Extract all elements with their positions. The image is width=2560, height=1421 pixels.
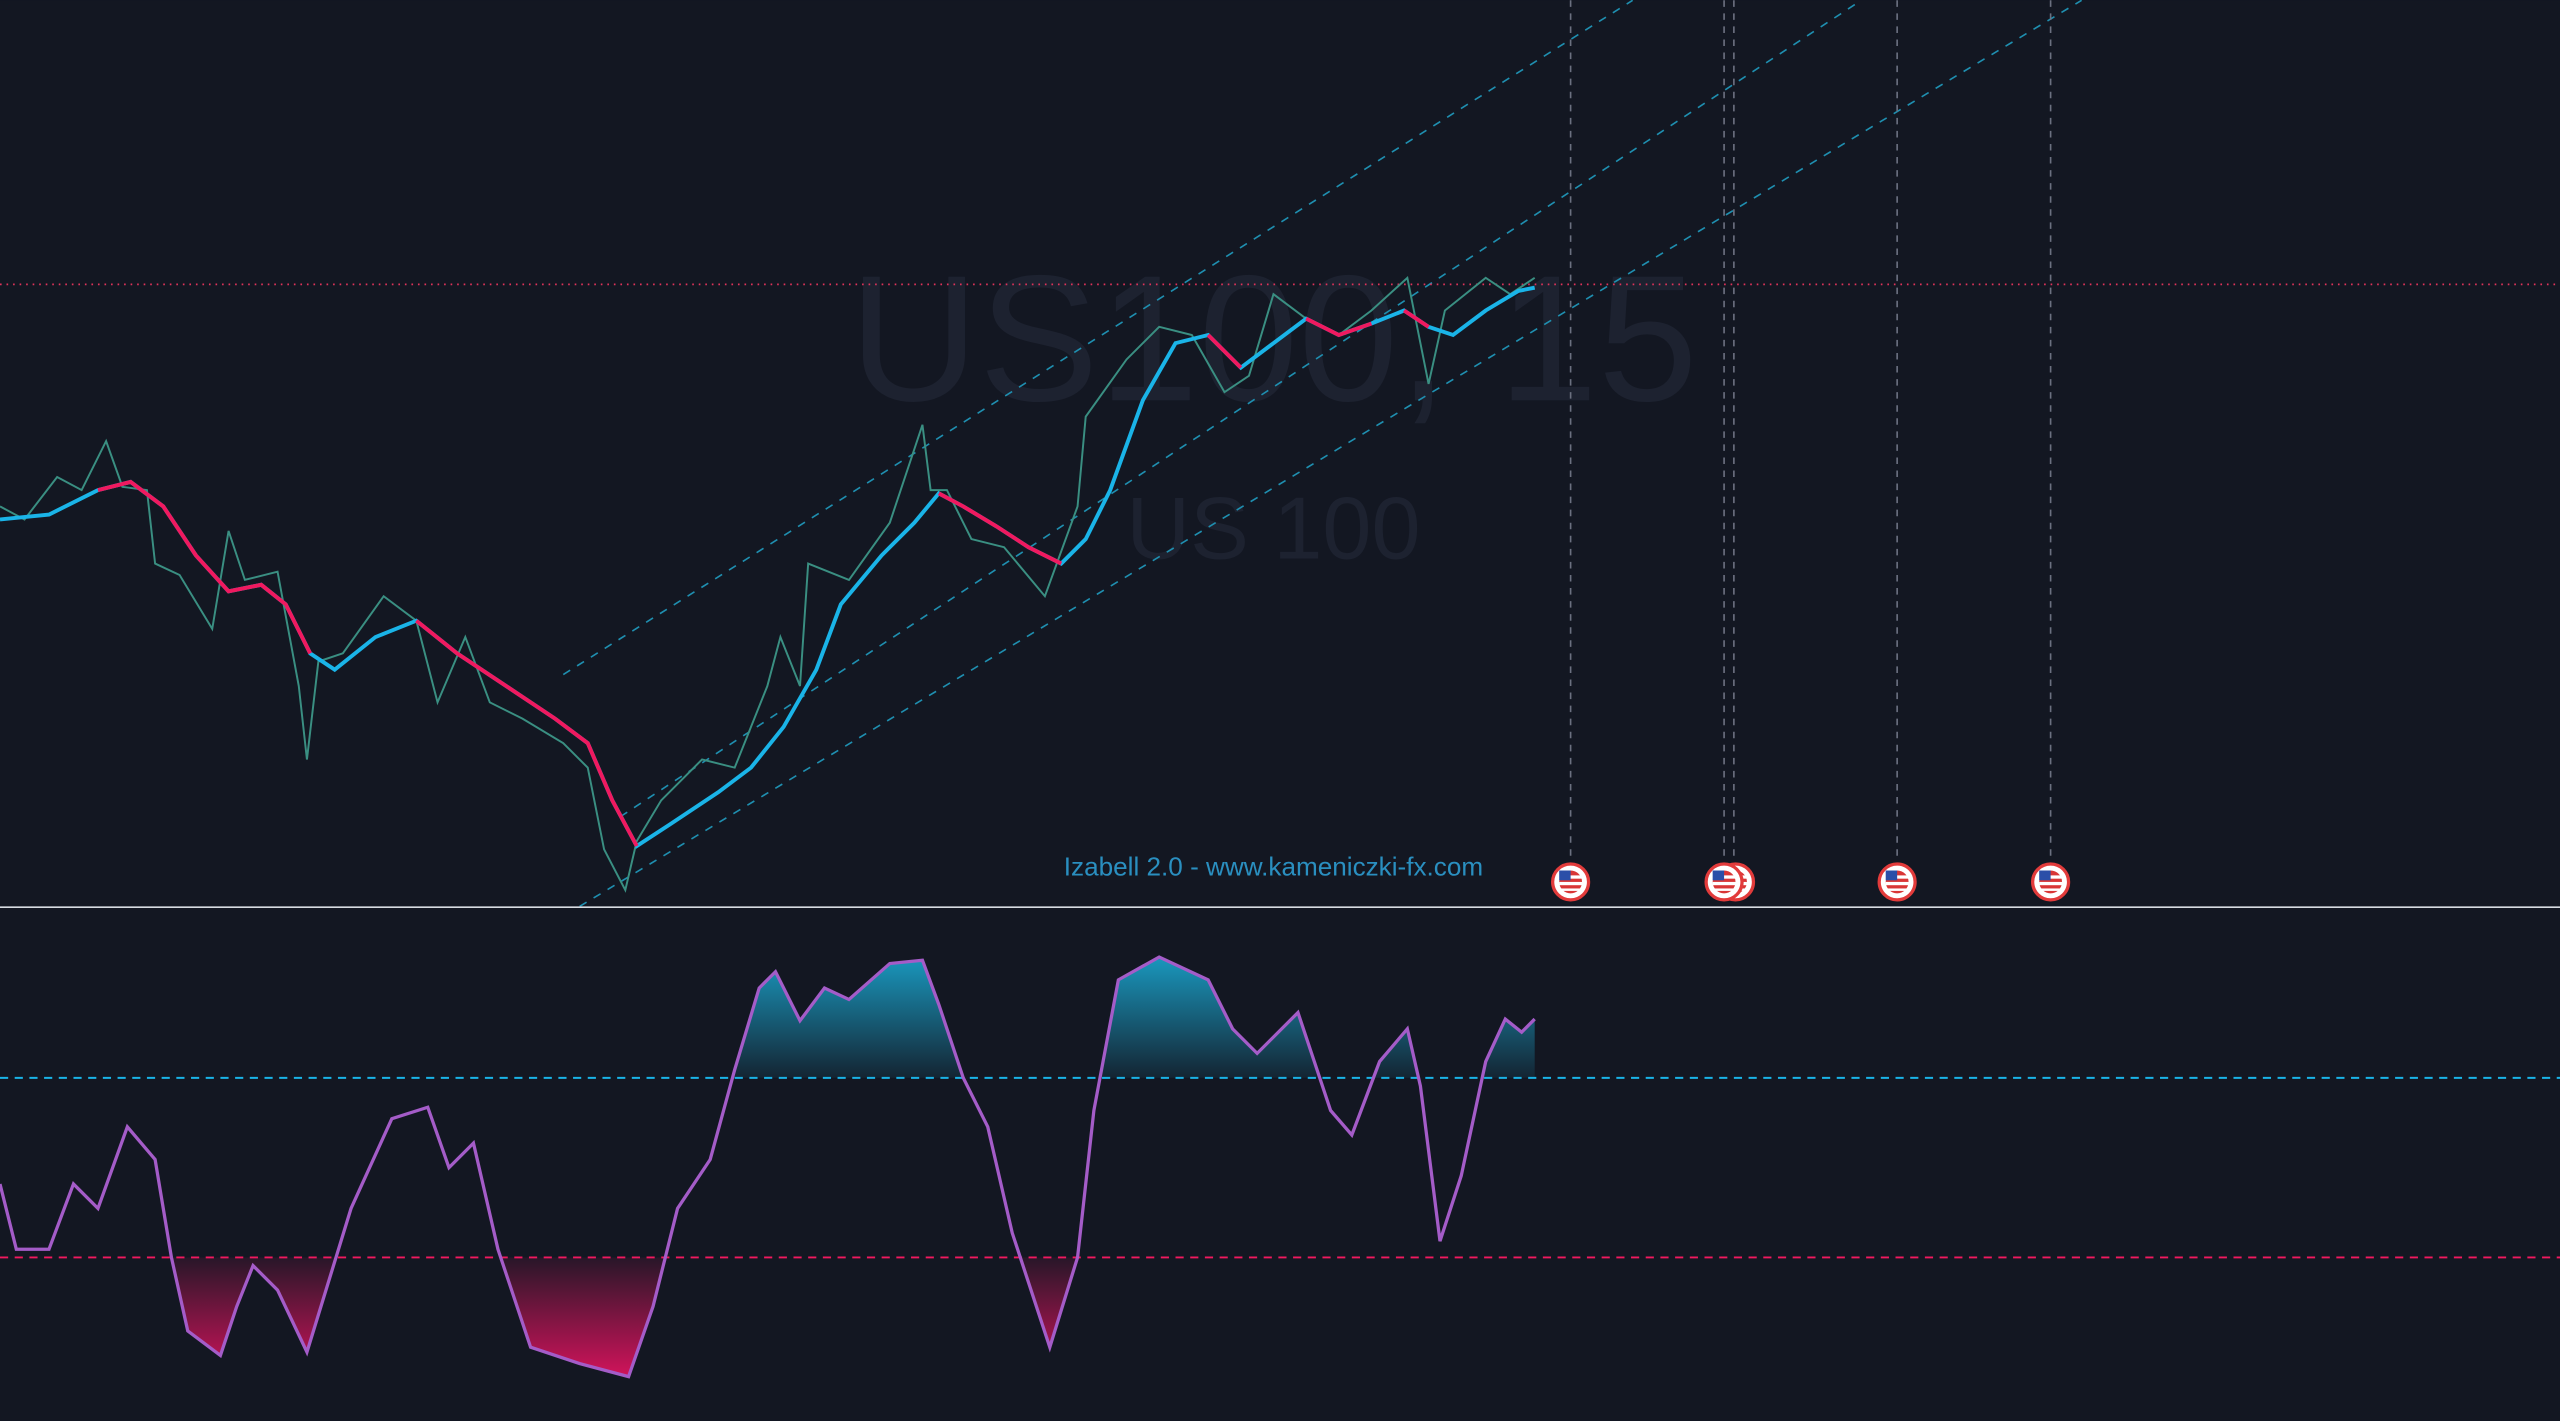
oscillator-fill [0, 957, 1535, 1377]
event-lines [1569, 0, 2052, 863]
trend-channel [562, 0, 2083, 908]
watermark-description: US 100 [1126, 479, 1420, 578]
oscillator-line [0, 955, 1536, 1379]
price-candles [0, 275, 1536, 893]
watermark-symbol: US100, 15 [849, 238, 1698, 439]
moving-average-falling [97, 308, 1430, 847]
indicator-label: Izabell 2.0 - www.kameniczki-fx.com [1064, 851, 1483, 881]
